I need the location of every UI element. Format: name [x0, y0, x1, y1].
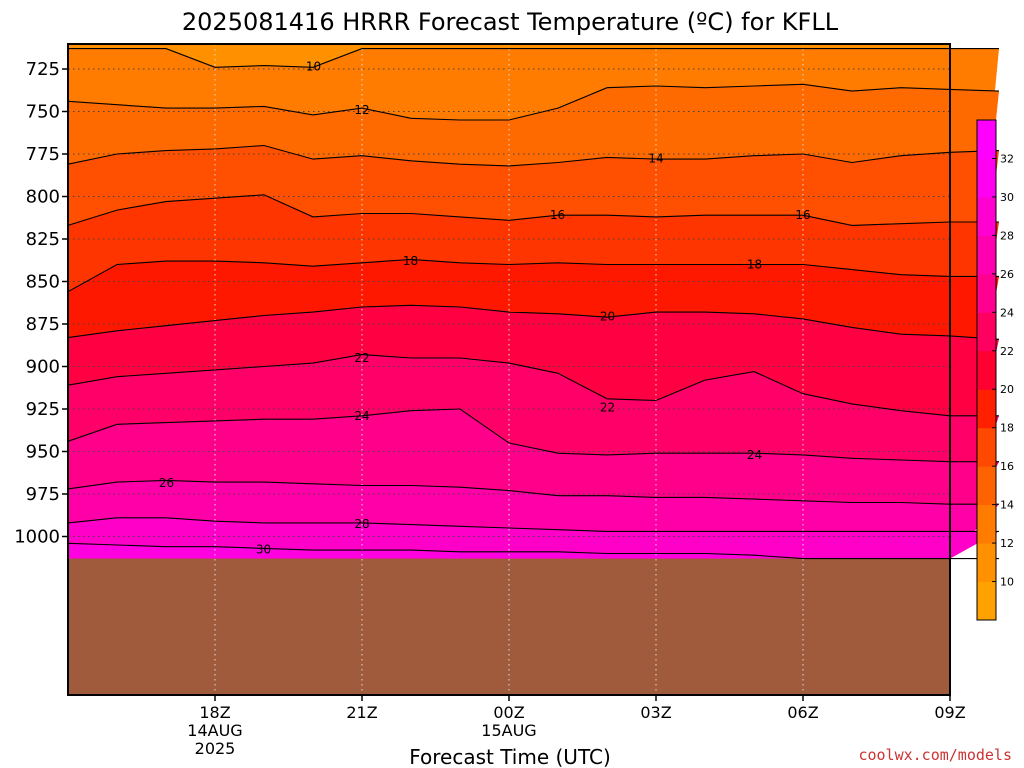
- contour-line-18: [67, 258, 999, 293]
- y-tick-label: 825: [26, 229, 60, 250]
- contour-label: 24: [354, 409, 369, 423]
- contour-line-12: [67, 83, 1000, 121]
- x-tick-label: 18Z: [199, 703, 230, 722]
- colorbar-tick-label: 12: [1000, 537, 1014, 550]
- colorbar-segment: [977, 504, 996, 544]
- y-axis: 725 750 775 800 825 850 875 900 925 950 975 1000: [14, 59, 68, 548]
- colorbar-tick-label: 28: [1000, 229, 1014, 242]
- contour-label: 20: [600, 309, 615, 323]
- contour-line-28: [67, 517, 999, 532]
- contour-line-22: [67, 354, 999, 417]
- colorbar-tick-label: 10: [1000, 576, 1014, 589]
- y-tick-label: 850: [26, 272, 60, 293]
- contour-label: 18: [403, 254, 418, 268]
- temperature-fill-layers: [68, 44, 999, 695]
- chart-title: 2025081416 HRRR Forecast Temperature (ºC…: [182, 8, 839, 36]
- x-tick-label: 2025: [195, 739, 236, 758]
- contour-line-14: [67, 144, 1000, 167]
- x-tick-label: 00Z: [493, 703, 524, 722]
- y-tick-label: 950: [26, 442, 60, 463]
- contour-label: 28: [354, 517, 369, 531]
- x-tick-label: 21Z: [346, 703, 377, 722]
- y-tick-label: 900: [26, 357, 60, 378]
- contour-label: 14: [648, 151, 663, 165]
- colorbar-segment: [977, 466, 996, 506]
- contour-label: 26: [159, 476, 174, 490]
- y-tick-label: 875: [26, 314, 60, 335]
- y-tick-label: 975: [26, 484, 60, 505]
- colorbar-tick-label: 24: [1000, 306, 1014, 319]
- colorbar-tick-label: 22: [1000, 345, 1014, 358]
- colorbar-segment: [977, 273, 996, 313]
- colorbar-segment: [977, 543, 996, 583]
- contour-label: 24: [747, 448, 762, 462]
- colorbar-segment: [977, 235, 996, 275]
- contour-label: 12: [354, 103, 369, 117]
- x-tick-label: 15AUG: [481, 721, 536, 740]
- colorbar-tick-label: 20: [1000, 383, 1014, 396]
- credit-text: coolwx.com/models: [858, 746, 1012, 764]
- y-tick-label: 750: [26, 102, 60, 123]
- y-tick-label: 725: [26, 59, 60, 80]
- colorbar-segment: [977, 581, 996, 621]
- x-tick-label: 14AUG: [187, 721, 242, 740]
- colorbar-tick-label: 30: [1000, 191, 1014, 204]
- y-tick-label: 925: [26, 399, 60, 420]
- colorbar-segment: [977, 350, 996, 390]
- colorbar-segment: [977, 389, 996, 429]
- colorbar-segment: [977, 196, 996, 236]
- colorbar-segment: [977, 312, 996, 352]
- colorbar-tick-label: 26: [1000, 268, 1014, 281]
- colorbar-tick-label: 14: [1000, 499, 1014, 512]
- contour-line-26: [67, 479, 999, 505]
- contour-lines: [67, 48, 1000, 560]
- contour-label: 16: [550, 208, 565, 222]
- colorbar: 10 12 14 16 18 20 22 24 26 28 30 32: [976, 119, 1014, 621]
- contour-label: 30: [256, 542, 271, 556]
- fill-band: [68, 543, 999, 559]
- x-tick-label: 09Z: [934, 703, 965, 722]
- contour-line-20: [67, 304, 1000, 340]
- colorbar-segment: [977, 120, 996, 159]
- x-axis-label: Forecast Time (UTC): [409, 745, 611, 768]
- contour-line-10: [68, 48, 999, 68]
- colorbar-segment: [977, 427, 996, 467]
- fill-band: [68, 517, 999, 559]
- y-tick-label: 800: [26, 187, 60, 208]
- colorbar-tick-label: 18: [1000, 422, 1014, 435]
- surface-band: [68, 558, 950, 695]
- contour-label: 10: [306, 59, 321, 73]
- contour-label: 22: [600, 400, 615, 414]
- colorbar-segment: [977, 158, 996, 198]
- colorbar-tick-label: 16: [1000, 460, 1014, 473]
- contour-line-16: [67, 194, 999, 226]
- colorbar-tick-label: 32: [1000, 152, 1014, 165]
- x-tick-label: 03Z: [640, 703, 671, 722]
- contour-line-30: [67, 542, 999, 560]
- y-tick-label: 775: [26, 144, 60, 165]
- contour-line-24: [67, 408, 999, 463]
- contour-label: 22: [354, 351, 369, 365]
- colorbar-border: [976, 119, 997, 621]
- contour-labels: 10 12 14 16 16 18 18 20 22 22 24 24 26 28 30: [159, 59, 811, 556]
- contour-label: 16: [795, 208, 810, 222]
- y-tick-label: 1000: [14, 527, 60, 548]
- x-tick-label: 06Z: [787, 703, 818, 722]
- contour-label: 18: [747, 258, 762, 272]
